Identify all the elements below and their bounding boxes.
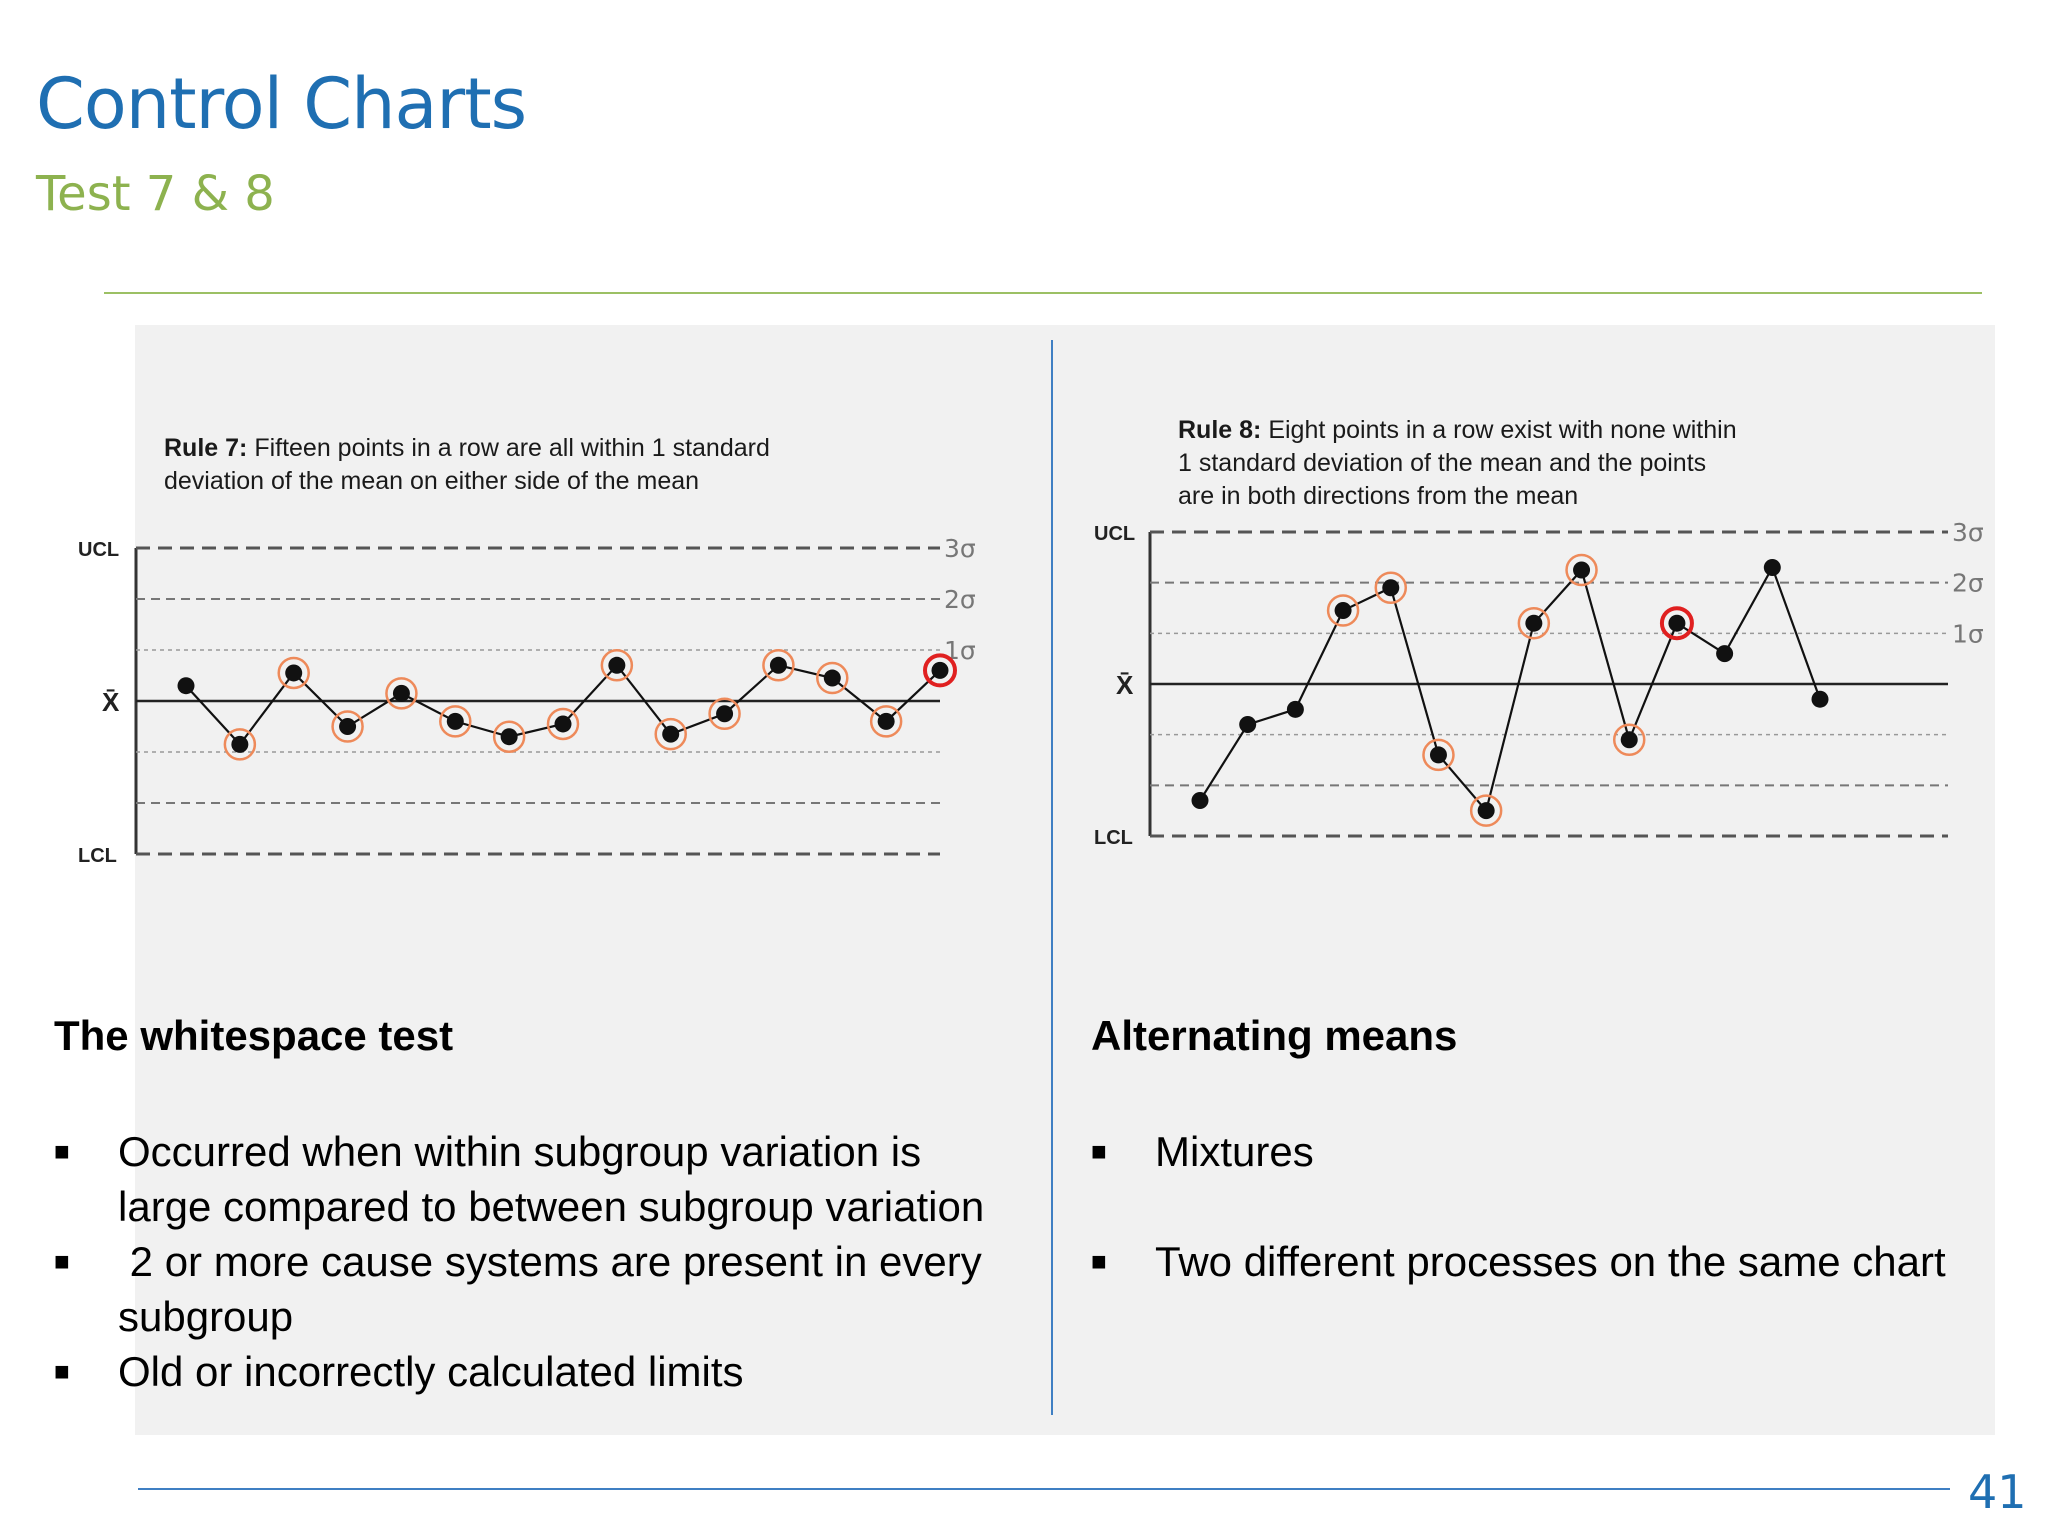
chart1-data-point bbox=[608, 656, 626, 674]
bullet-square-icon: ■ bbox=[54, 1246, 70, 1276]
chart2-mean-label: X̄ bbox=[1116, 670, 1134, 700]
right-bullet-list: ■ Mixtures ■ Two different processes on th… bbox=[1091, 1124, 1951, 1344]
rule8-text-line1: Eight points in a row exist with none wi… bbox=[1268, 416, 1737, 444]
chart1-data-point bbox=[177, 677, 195, 695]
column-divider bbox=[1051, 340, 1053, 1415]
chart2-highlight-ring bbox=[1612, 723, 1646, 756]
chart1-data-point bbox=[662, 725, 680, 743]
left-bullet-3: ■ Old or incorrectly calculated limits bbox=[54, 1344, 994, 1399]
left-bullet-1: ■ Occurred when within subgroup variation… bbox=[54, 1124, 994, 1234]
chart1-highlight-ring bbox=[816, 661, 849, 695]
chart1-data-point bbox=[769, 656, 787, 674]
chart2-sigma-label-3: 3σ bbox=[1952, 518, 1984, 547]
chart2-data-point bbox=[1191, 792, 1209, 810]
chart2-highlight-ring bbox=[1422, 738, 1455, 772]
chart1-data-point bbox=[231, 735, 249, 753]
chart1-data-point bbox=[500, 728, 518, 746]
chart1-highlight-ring bbox=[654, 717, 687, 751]
chart2-series-line bbox=[1199, 564, 1822, 813]
chart2-data-point bbox=[1382, 579, 1400, 597]
rule8-text-line2: 1 standard deviation of the mean and the… bbox=[1178, 449, 1707, 477]
rule7-text-line1: Fifteen points in a row are all within 1… bbox=[254, 434, 770, 462]
chart2-lcl-label: LCL bbox=[1094, 827, 1133, 849]
chart1-data-point bbox=[392, 684, 410, 702]
chart2-data-point bbox=[1811, 690, 1829, 708]
chart1-data-point bbox=[716, 705, 734, 723]
chart1-sigma-label-2: 2σ bbox=[944, 585, 976, 614]
chart2-data-point bbox=[1573, 561, 1591, 579]
bullet-square-icon: ■ bbox=[54, 1136, 70, 1166]
chart1-highlight-ring bbox=[708, 697, 741, 730]
chart1-data-point bbox=[446, 712, 464, 730]
chart2-data-point bbox=[1286, 700, 1304, 718]
chart2-data-point bbox=[1763, 558, 1781, 576]
chart2-data-point bbox=[1620, 731, 1638, 749]
chart2-data-point bbox=[1525, 614, 1543, 632]
chart1-data-point bbox=[339, 718, 357, 735]
slide-subtitle: Test 7 & 8 bbox=[36, 166, 275, 222]
left-bullet-2: ■ 2 or more cause systems are present in… bbox=[54, 1234, 994, 1344]
background-sketch bbox=[135, 325, 1995, 1435]
rule7-caption: Rule 7: Fifteen points in a row are all … bbox=[164, 432, 770, 498]
chart2-data-point bbox=[1668, 614, 1686, 632]
chart1-ucl-label: UCL bbox=[78, 539, 119, 561]
chart2-highlight-ring bbox=[1517, 606, 1551, 640]
chart2-highlight-ring bbox=[1565, 553, 1598, 587]
chart1-highlight-ring bbox=[385, 677, 418, 710]
chart1-highlight-ring bbox=[546, 707, 580, 741]
chart2-flag-ring bbox=[1659, 606, 1694, 641]
rule8-label: Rule 8: bbox=[1178, 416, 1262, 444]
title-divider bbox=[104, 292, 1982, 294]
page-number: 41 bbox=[1968, 1465, 2027, 1519]
chart1-highlight-ring bbox=[762, 649, 795, 682]
right-bullet-2: ■ Two different processes on the same cha… bbox=[1091, 1234, 1951, 1289]
chart1-data-point bbox=[877, 712, 895, 730]
bullet-square-icon: ■ bbox=[1091, 1246, 1107, 1276]
chart1-highlight-ring bbox=[223, 728, 257, 761]
chart2-highlight-ring bbox=[1326, 594, 1360, 627]
chart1-highlight-ring bbox=[600, 649, 634, 682]
chart1-mean-label: X̄ bbox=[102, 687, 120, 717]
left-bullet-list: ■ Occurred when within subgroup variation… bbox=[54, 1124, 994, 1399]
chart1-highlight-ring bbox=[492, 720, 526, 753]
footer-rule bbox=[138, 1488, 1950, 1490]
bullet-square-icon: ■ bbox=[1091, 1136, 1107, 1166]
chart2-sigma-label-1: 1σ bbox=[1952, 619, 1984, 648]
chart1-data-point bbox=[931, 661, 949, 679]
chart1-lcl-label: LCL bbox=[78, 845, 117, 867]
chart1-data-point bbox=[554, 715, 572, 733]
right-heading: Alternating means bbox=[1091, 1012, 1458, 1059]
chart1-highlight-ring bbox=[277, 656, 310, 690]
chart1-highlight-ring bbox=[869, 705, 903, 738]
chart2-data-point bbox=[1716, 645, 1734, 663]
chart2-highlight-ring bbox=[1469, 794, 1503, 827]
chart2-data-point bbox=[1477, 802, 1495, 820]
rule8-text-line3: are in both directions from the mean bbox=[1178, 482, 1579, 510]
slide-title: Control Charts bbox=[36, 63, 527, 145]
chart2-data-point bbox=[1429, 746, 1447, 764]
chart2-ucl-label: UCL bbox=[1094, 523, 1135, 545]
left-heading: The whitespace test bbox=[54, 1012, 454, 1059]
chart2-sigma-label-2: 2σ bbox=[1952, 569, 1984, 598]
chart1-sigma-label-3: 3σ bbox=[944, 534, 976, 563]
chart2-data-point bbox=[1334, 602, 1352, 620]
chart1-highlight-ring bbox=[439, 705, 472, 738]
chart2-highlight-ring bbox=[1374, 571, 1408, 604]
chart1-highlight-ring bbox=[331, 710, 364, 743]
chart1-data-point bbox=[823, 669, 841, 687]
right-bullet-1: ■ Mixtures bbox=[1091, 1124, 1951, 1179]
chart1-data-point bbox=[285, 664, 303, 682]
bullet-square-icon: ■ bbox=[54, 1356, 70, 1386]
rule7-text-line2: deviation of the mean on either side of … bbox=[164, 467, 700, 495]
rule7-label: Rule 7: bbox=[164, 434, 248, 462]
rule8-caption: Rule 8: Eight points in a row exist with… bbox=[1178, 414, 1737, 513]
chart1-flag-ring bbox=[923, 653, 957, 688]
chart2-data-point bbox=[1239, 716, 1257, 734]
